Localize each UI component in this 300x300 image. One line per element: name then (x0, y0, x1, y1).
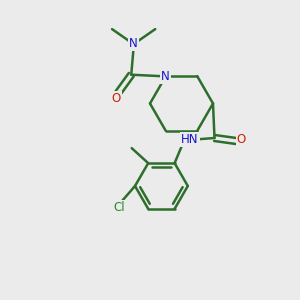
Text: Cl: Cl (113, 201, 125, 214)
Text: N: N (129, 37, 138, 50)
Text: N: N (161, 70, 170, 83)
Text: O: O (237, 133, 246, 146)
Text: O: O (112, 92, 121, 105)
Text: HN: HN (181, 133, 199, 146)
